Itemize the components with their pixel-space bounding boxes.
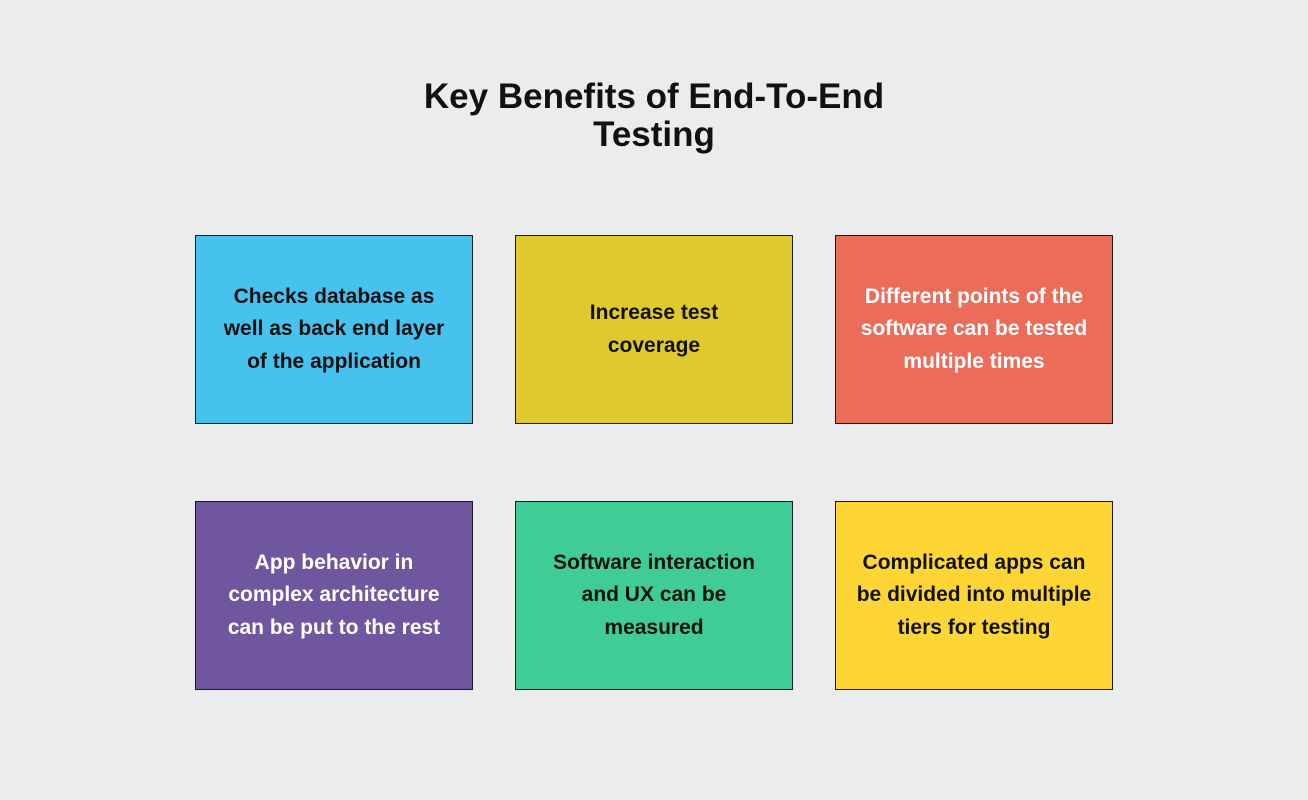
- page-title: Key Benefits of End-To-End Testing: [423, 77, 885, 154]
- benefit-card: App behavior in complex architecture can…: [195, 501, 473, 690]
- benefit-card: Increase test coverage: [515, 235, 793, 424]
- benefit-text: Complicated apps can be divided into mul…: [856, 550, 1092, 639]
- benefit-card: Different points of the software can be …: [835, 235, 1113, 424]
- benefit-text: Checks database as well as back end laye…: [223, 284, 445, 373]
- benefit-card: Checks database as well as back end laye…: [195, 235, 473, 424]
- benefit-text: Different points of the software can be …: [860, 284, 1088, 373]
- benefit-text: Increase test coverage: [589, 301, 719, 357]
- benefit-text: Software interaction and UX can be measu…: [553, 550, 755, 639]
- benefit-card: Software interaction and UX can be measu…: [515, 501, 793, 690]
- benefit-card: Complicated apps can be divided into mul…: [835, 501, 1113, 690]
- benefit-text: App behavior in complex architecture can…: [227, 550, 441, 639]
